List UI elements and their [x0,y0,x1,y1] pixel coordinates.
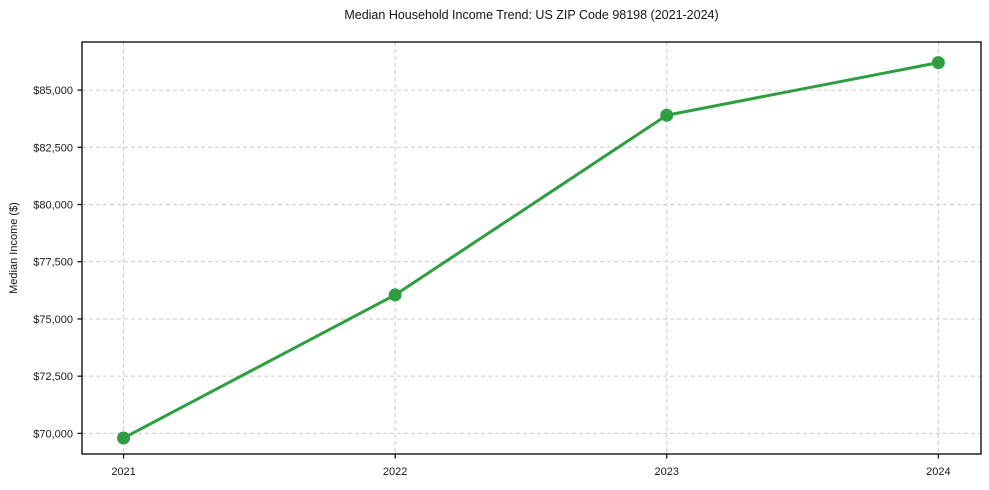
data-point [660,108,674,122]
y-tick-label: $80,000 [33,200,73,212]
y-tick-label: $82,500 [33,142,73,154]
x-tick-label: 2021 [111,466,135,478]
plot-border [81,41,982,455]
x-tick-label: 2023 [655,466,679,478]
x-tick-label: 2024 [926,466,950,478]
y-tick-label: $72,500 [33,371,73,383]
x-tick-label: 2022 [383,466,407,478]
y-tick-label: $85,000 [33,85,73,97]
y-tick-label: $70,000 [33,428,73,440]
data-point [931,56,945,70]
trend-line [122,61,940,440]
chart-title: Median Household Income Trend: US ZIP Co… [344,8,719,22]
data-point [388,288,402,302]
data-point [117,431,131,445]
y-tick-label: $77,500 [33,257,73,269]
y-tick-label: $75,000 [33,314,73,326]
